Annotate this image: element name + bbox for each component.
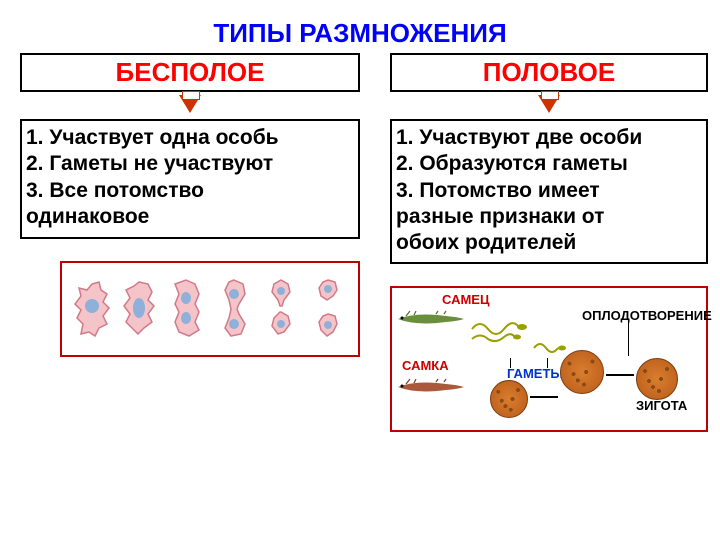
columns-wrapper: БЕСПОЛОЕ 1. Участвует одна особь 2. Гаме… [0, 49, 720, 432]
connector-line [547, 358, 548, 368]
label-fertilization: ОПЛОДОТВОРЕНИЕ [582, 308, 712, 323]
label-male: САМЕЦ [442, 292, 489, 307]
amoeba-stage [71, 276, 113, 342]
list-asexual: 1. Участвует одна особь 2. Гаметы не уча… [20, 119, 360, 239]
col-sexual: ПОЛОВОЕ 1. Участвуют две особи 2. Образу… [390, 53, 708, 432]
arrow-down-icon [179, 95, 201, 113]
connector-line [510, 358, 511, 368]
amoeba-stage [307, 276, 349, 342]
connector-line [628, 322, 629, 356]
main-title: ТИПЫ РАЗМНОЖЕНИЯ [0, 0, 720, 49]
heading-asexual: БЕСПОЛОЕ [20, 53, 360, 92]
col-asexual: БЕСПОЛОЕ 1. Участвует одна особь 2. Гаме… [20, 53, 360, 432]
amoeba-stage [165, 276, 207, 342]
arrow-down-icon [538, 95, 560, 113]
amoeba-stage [118, 276, 160, 342]
label-female: САМКА [402, 358, 449, 373]
heading-sexual: ПОЛОВОЕ [390, 53, 708, 92]
label-zygote: ЗИГОТА [636, 398, 687, 413]
label-gametes: ГАМЕТЫ [507, 366, 563, 381]
egg-icon [490, 380, 528, 418]
illustration-sexual: САМЕЦ САМКА ГАМЕТЫ ОПЛОДОТВОРЕНИЕ ЗИГОТА [390, 286, 708, 432]
list-sexual: 1. Участвуют две особи 2. Образуются гам… [390, 119, 708, 264]
male-creature-icon [396, 308, 466, 330]
connector-line [606, 374, 634, 376]
sperm-icon [470, 314, 530, 344]
amoeba-stage [213, 276, 255, 342]
connector-line [530, 396, 558, 398]
amoeba-stage [260, 276, 302, 342]
illustration-asexual [60, 261, 360, 357]
female-creature-icon [396, 376, 466, 398]
sperm-icon [532, 336, 570, 360]
zygote-icon [636, 358, 678, 400]
